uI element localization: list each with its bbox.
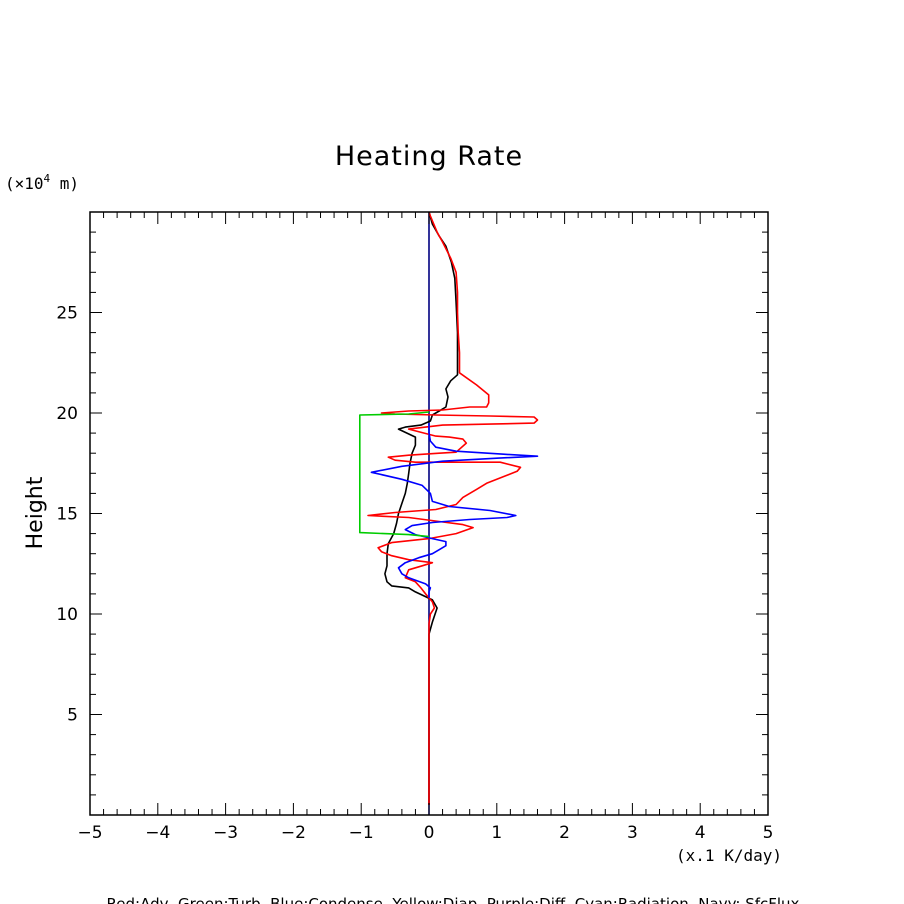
- x-tick-label: 4: [695, 823, 706, 843]
- series-line-red-adv: [367, 211, 539, 805]
- x-tick-label: 0: [424, 823, 435, 843]
- y-axis-label: Height: [23, 476, 48, 549]
- series-line-black: [384, 211, 459, 805]
- x-tick-label: 3: [627, 823, 638, 843]
- series-line-green-turb: [358, 411, 430, 538]
- x-tick-label: 5: [763, 823, 774, 843]
- x-tick-label: 1: [491, 823, 502, 843]
- x-tick-label: −2: [281, 823, 306, 843]
- y-tick-label: 25: [56, 304, 78, 324]
- y-tick-label: 10: [56, 605, 78, 625]
- tick-label-layer: −5 −4 −3 −2 −1 0 1 2 3 4 5 5 10 15 20 25: [56, 304, 773, 844]
- x-tick-label: −3: [213, 823, 238, 843]
- legend-text: Red:Adv, Green:Turb, Blue:Condense, Yell…: [107, 895, 800, 904]
- plot-frame: [89, 211, 769, 816]
- tick-layer: [89, 212, 769, 815]
- x-tick-label: −1: [349, 823, 374, 843]
- y-tick-label: 5: [67, 706, 78, 726]
- series-line-blue-condense: [370, 423, 539, 598]
- chart-title: Heating Rate: [335, 141, 523, 172]
- y-tick-label: 20: [56, 404, 78, 424]
- y-unit-label: (×104 m): [5, 172, 79, 193]
- y-tick-label: 15: [56, 505, 78, 525]
- x-tick-label: −4: [145, 823, 170, 843]
- x-tick-label: 2: [559, 823, 570, 843]
- x-axis-label: (x.1 K/day): [676, 846, 782, 865]
- x-tick-label: −5: [77, 823, 102, 843]
- series-layer: [358, 211, 539, 815]
